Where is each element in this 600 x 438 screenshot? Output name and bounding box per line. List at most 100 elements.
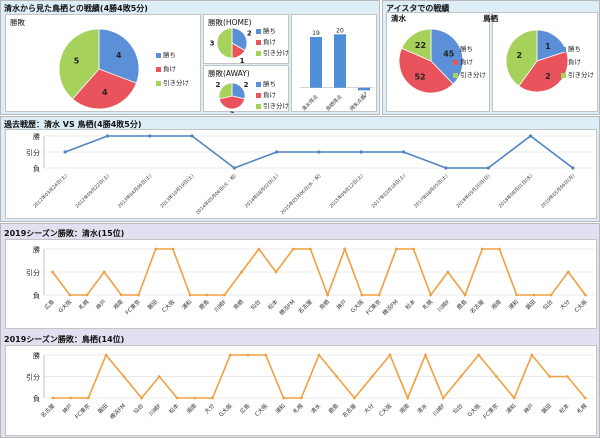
season-tosu-point-12 — [264, 353, 268, 357]
season-tosu-x-label-15: 清水 — [309, 401, 323, 415]
season-shimizu-point-29 — [549, 293, 553, 297]
season-tosu-point-0 — [51, 396, 55, 400]
aistar-tosu-box: 鳥栖 1 2 2 勝ち 負け 引き分け — [483, 12, 598, 112]
history-x-label-12: 2019年05月06日(月) — [539, 172, 576, 209]
history-x-label-9: 2017年08月05日(土) — [412, 172, 449, 209]
season-panel: 2019シーズン勝敗：清水(15位) 勝引分負広島 G大阪 札幌 神戸 湘南 FC東京 磐田… — [0, 223, 600, 438]
season-shimizu-point-31 — [584, 293, 587, 297]
aistar-shimizu-pie-chart: 45 52 22 — [398, 28, 464, 94]
season-shimizu-title: 2019シーズン勝敗：清水(15位) — [4, 229, 125, 238]
goals-bar-category-0: 清水得点 — [300, 93, 319, 112]
season-shimizu-x-label-5: FC東京 — [123, 297, 142, 316]
season-tosu-point-4 — [122, 375, 126, 378]
aistar-tosu-slice-loss — [518, 50, 569, 93]
aistar-tosu-label-win: 1 — [545, 42, 551, 51]
season-tosu-point-11 — [246, 353, 250, 357]
season-shimizu-point-24 — [463, 293, 467, 297]
history-x-label-2: 2013年04月06日(土) — [116, 172, 153, 209]
season-shimizu-x-label-19: FC東京 — [364, 297, 383, 316]
aistar-shimizu-legend-loss: 負け — [453, 56, 473, 66]
season-shimizu-x-label-4: 湘南 — [111, 297, 125, 311]
season-shimizu-point-6 — [154, 247, 158, 251]
season-tosu-x-label-3: 磐田 — [96, 401, 110, 415]
season-shimizu-x-label-15: 名古屋 — [296, 297, 314, 315]
season-tosu-y-label-0: 勝 — [33, 351, 40, 360]
season-shimizu-x-label-11: 鳥栖 — [231, 297, 245, 311]
season-tosu-x-label-17: 名古屋 — [340, 401, 358, 419]
season-tosu-y-label-1: 引分 — [26, 373, 40, 382]
season-tosu-x-label-28: 磐田 — [539, 401, 553, 415]
aistar-shimizu-label-draw: 22 — [415, 41, 426, 50]
season-shimizu-x-label-25: 名古屋 — [468, 297, 486, 315]
aistar-tosu-pie-chart: 1 2 2 — [505, 29, 569, 93]
home-slice-draw — [216, 27, 233, 59]
season-shimizu-x-label-1: G大阪 — [57, 297, 74, 314]
season-tosu-point-19 — [388, 353, 392, 357]
season-shimizu-x-label-27: 浦和 — [506, 297, 520, 311]
history-point-12 — [571, 166, 575, 170]
overall-label-draw: 5 — [74, 56, 80, 65]
goals-bar-1 — [334, 34, 346, 88]
season-shimizu-y-label-1: 引分 — [26, 268, 40, 277]
aistar-shimizu-title: 清水 — [391, 14, 406, 23]
history-x-label-11: 2018年08月01日(水) — [497, 172, 534, 209]
history-x-label-7: 2015年09月12日(土) — [328, 172, 365, 209]
goals-bar-2 — [358, 87, 370, 91]
season-tosu-x-label-0: 名古屋 — [39, 401, 57, 419]
goals-bar-value-1: 20 — [336, 27, 344, 34]
season-shimizu-point-7 — [171, 247, 175, 251]
season-shimizu-x-label-30: 大分 — [558, 297, 572, 311]
away-legend-draw: 引き分け — [256, 100, 289, 110]
season-shimizu-point-12 — [257, 247, 261, 251]
season-shimizu-x-label-8: 浦和 — [180, 297, 194, 311]
history-title: 過去戦歴：清水 VS 鳥栖(4勝4敗5分) — [4, 120, 142, 129]
season-shimizu-x-label-24: 鹿島 — [455, 297, 469, 311]
season-shimizu-x-label-14: 横浜FM — [277, 298, 296, 317]
goals-bar-box: 19 清水得点 20 鳥栖得点 -1 得失点差 — [291, 14, 377, 113]
season-shimizu-point-15 — [309, 247, 312, 251]
season-shimizu-point-9 — [205, 293, 209, 297]
season-tosu-x-label-11: 広島 — [238, 401, 252, 415]
season-tosu-x-label-8: 湘南 — [185, 401, 199, 415]
season-tosu-x-label-24: G大阪 — [465, 401, 482, 418]
home-result-box: 勝敗(HOME) 2 1 3 勝ち 負け 引き分け — [203, 14, 289, 65]
season-tosu-point-18 — [370, 375, 374, 378]
season-tosu-x-label-2: FC東京 — [73, 401, 92, 420]
season-shimizu-x-label-31: C大阪 — [572, 297, 589, 314]
aistar-tosu-legend-win: 勝ち — [561, 43, 581, 53]
season-shimizu-x-label-26: 湘南 — [489, 297, 503, 311]
season-shimizu-x-label-16: 鳥栖 — [317, 297, 331, 311]
season-tosu-point-15 — [317, 353, 321, 357]
away-result-box: 勝敗(AWAY) 2 3 2 勝ち 負け 引き分け — [203, 65, 289, 113]
history-point-7 — [359, 150, 363, 154]
aistar-shimizu-slice-loss — [398, 47, 454, 94]
goals-bar-category-1: 鳥栖得点 — [324, 93, 343, 112]
season-shimizu-x-label-9: 鹿島 — [197, 297, 211, 311]
aistar-shimizu-label-loss: 52 — [414, 73, 425, 82]
aistar-tosu-title: 鳥栖 — [483, 14, 498, 23]
home-legend-loss: 負け — [256, 36, 276, 46]
season-tosu-x-label-10: G大阪 — [217, 401, 234, 418]
season-tosu-x-label-29: 松本 — [557, 401, 571, 415]
history-y-label-0: 勝 — [33, 132, 40, 141]
overall-legend-loss: 負け — [156, 63, 176, 73]
head-to-head-title: 清水から見た鳥栖との戦績(4勝4敗5分) — [4, 4, 148, 13]
season-shimizu-point-10 — [223, 293, 226, 297]
season-tosu-point-17 — [353, 396, 356, 400]
history-point-6 — [317, 150, 321, 154]
away-slice-draw — [218, 82, 233, 100]
season-tosu-x-label-4: 横浜FM — [108, 402, 127, 421]
history-y-label-1: 引分 — [26, 148, 40, 157]
season-shimizu-x-label-13: 松本 — [266, 297, 280, 311]
season-shimizu-point-2 — [85, 293, 89, 297]
season-tosu-x-label-26: 浦和 — [504, 401, 518, 415]
season-tosu-point-26 — [512, 396, 516, 400]
season-tosu-x-label-25: FC東京 — [481, 401, 500, 420]
aistar-shimizu-box: 清水 45 52 22 勝ち 負け 引き分け — [386, 12, 490, 112]
season-shimizu-x-label-10: 川崎F — [212, 298, 228, 314]
history-point-9 — [444, 166, 448, 170]
season-tosu-point-7 — [175, 396, 179, 400]
away-label-loss: 3 — [230, 110, 235, 113]
